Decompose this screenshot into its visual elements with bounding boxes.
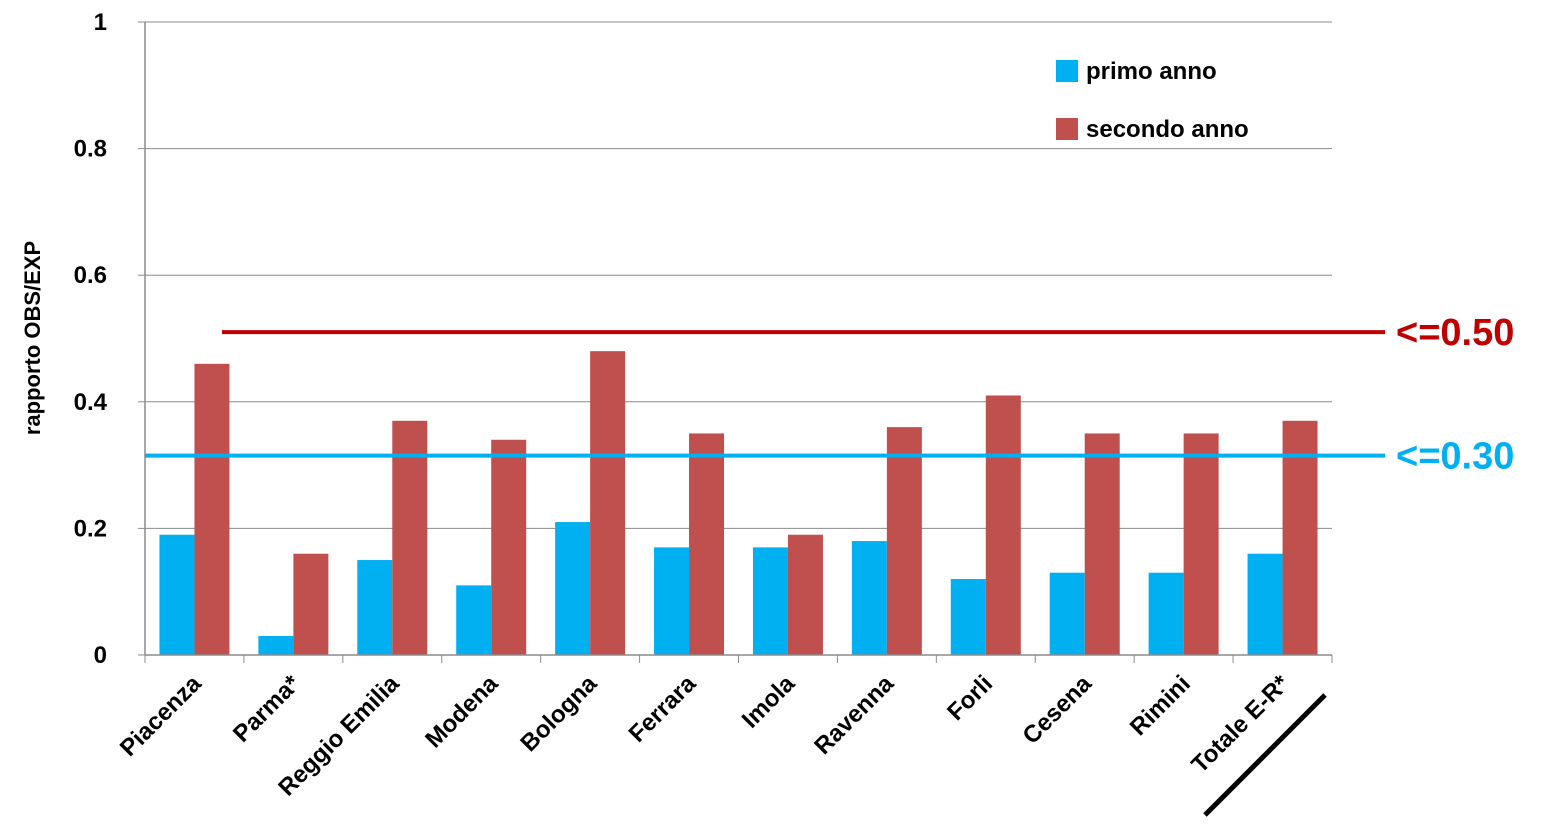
x-tick-label: Bologna [515,670,602,757]
x-tick-label: Ravenna [809,670,899,760]
bar-secondo-anno-8 [985,395,1021,655]
x-tick-label: Cesena [1017,670,1097,750]
bar-primo-anno-2 [357,560,393,655]
bar-secondo-anno-3 [491,439,527,655]
legend: primo anno secondo anno [1056,58,1249,143]
x-tick-label: Piacenza [115,670,207,762]
bar-secondo-anno-6 [787,534,823,655]
gridlines [145,21,1332,529]
bar-primo-anno-0 [159,534,195,655]
x-tick-label: Modena [420,670,504,754]
x-tick-label: Imola [737,670,801,734]
bar-secondo-anno-1 [293,553,329,655]
bar-primo-anno-11 [1247,553,1283,655]
bars [159,351,1318,655]
x-axis-ticks: Piacenza Parma*Reggio Emilia Modena Bologna… [115,655,1333,801]
y-tick-label: 0.2 [74,515,107,542]
reference-lines: <=0.50 <=0.30 [145,312,1514,478]
x-tick-label: Totale E-R* [1186,670,1295,779]
y-axis-ticks: 0 0.2 0.4 0.6 0.8 1 [74,9,145,669]
bar-secondo-anno-7 [886,427,922,655]
bar-secondo-anno-2 [392,420,428,655]
bar-secondo-anno-4 [590,351,626,655]
bar-secondo-anno-5 [689,433,725,655]
legend-swatch [1056,60,1078,82]
bar-primo-anno-9 [1049,572,1085,655]
bar-secondo-anno-11 [1282,420,1318,655]
bar-primo-anno-7 [851,541,887,655]
bar-primo-anno-8 [950,579,986,655]
reference-label: <=0.50 [1396,312,1514,354]
y-tick-label: 0.6 [74,262,107,289]
y-tick-label: 0.8 [74,136,107,163]
reference-label: <=0.30 [1396,436,1514,478]
y-axis-label: rapporto OBS/EXP [20,241,45,435]
x-tick-label: Rimini [1125,670,1196,741]
bar-primo-anno-10 [1148,572,1184,655]
legend-label: primo anno [1086,58,1217,85]
x-tick-label: Ferrara [624,670,702,748]
bar-secondo-anno-10 [1183,433,1219,655]
y-tick-label: 0.4 [74,389,108,416]
bar-primo-anno-5 [654,547,690,655]
totale-underline [1203,693,1327,817]
y-tick-label: 1 [94,9,107,36]
x-tick-label: Parma* [228,670,306,748]
bar-secondo-anno-9 [1084,433,1120,655]
legend-label: secondo anno [1086,116,1249,143]
legend-swatch [1056,118,1078,140]
y-tick-label: 0 [94,642,107,669]
bar-primo-anno-1 [258,636,294,655]
bar-primo-anno-4 [555,522,591,655]
x-tick-label: Forli [942,670,998,726]
bar-primo-anno-6 [752,547,788,655]
bar-primo-anno-3 [456,585,492,655]
bar-secondo-anno-0 [194,363,230,655]
